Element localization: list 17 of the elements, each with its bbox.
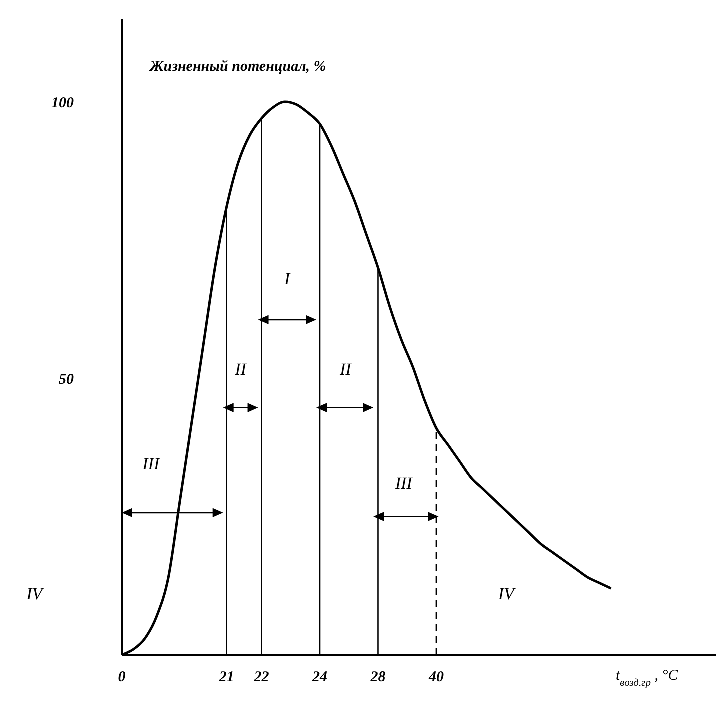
annotation: II: [338, 360, 353, 380]
annotation: III: [394, 474, 414, 494]
y-tick-label: 50: [59, 372, 74, 388]
y-axis-title: Жизненный потенциал, %: [149, 59, 326, 75]
x-tick-label: 40: [428, 670, 444, 686]
x-tick-label: 24: [312, 670, 328, 686]
annotation: III: [142, 454, 161, 474]
annotation: II: [234, 360, 248, 380]
x-tick-label: 28: [370, 670, 386, 686]
text: IV: [26, 584, 46, 604]
x-tick-label: 0: [118, 670, 126, 686]
annotation: IV: [497, 584, 517, 604]
x-tick-label: 22: [253, 670, 270, 686]
annotation: I: [284, 269, 292, 288]
x-axis-title: t$_{возд.гр}$, °C: [616, 668, 680, 688]
y-tick-label: 100: [52, 95, 74, 112]
x-tick-label: 21: [218, 670, 234, 686]
